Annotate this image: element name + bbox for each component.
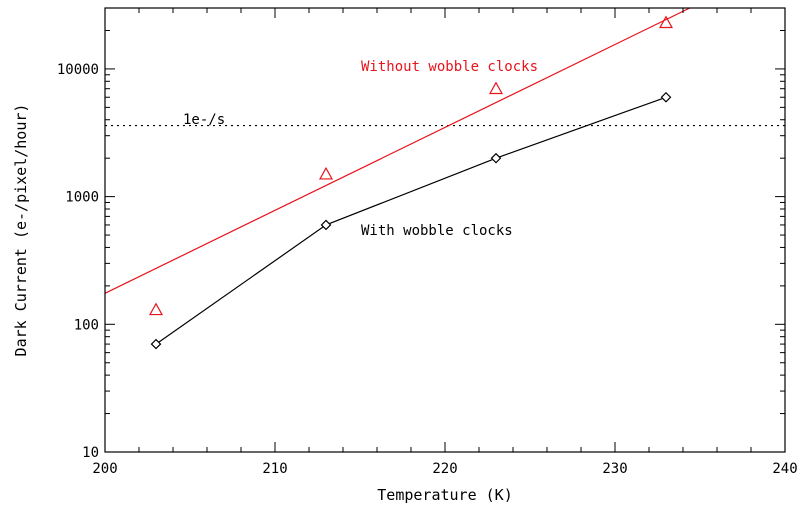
- y-axis-title: Dark Current (e-/pixel/hour): [12, 104, 30, 357]
- y-tick-label: 1000: [65, 190, 99, 206]
- annotation-with-wobble: With wobble clocks: [361, 223, 513, 239]
- diamond-marker-with-wobble: [490, 152, 502, 164]
- series-line-with-wobble: [155, 96, 667, 345]
- y-tick-label: 10: [82, 445, 99, 461]
- diamond-marker-with-wobble: [660, 91, 672, 103]
- annotation-without-wobble: Without wobble clocks: [361, 59, 538, 75]
- diamond-marker-with-wobble: [320, 219, 332, 231]
- y-tick-label: 100: [74, 317, 99, 333]
- fit-line-without-wobble: [105, 8, 691, 294]
- triangle-marker-without-wobble: [148, 302, 164, 316]
- triangle-marker-without-wobble: [658, 15, 674, 29]
- x-tick-label: 230: [602, 461, 627, 477]
- x-tick-label: 200: [92, 461, 117, 477]
- triangle-marker-without-wobble: [318, 166, 334, 180]
- triangle-marker-without-wobble: [488, 81, 504, 95]
- reference-line-label: 1e-/s: [183, 112, 225, 128]
- diamond-marker-with-wobble: [150, 338, 162, 350]
- x-tick-label: 220: [432, 461, 457, 477]
- x-axis-title: Temperature (K): [377, 486, 512, 504]
- x-tick-label: 240: [772, 461, 797, 477]
- x-tick-label: 210: [262, 461, 287, 477]
- y-tick-label: 10000: [57, 62, 99, 78]
